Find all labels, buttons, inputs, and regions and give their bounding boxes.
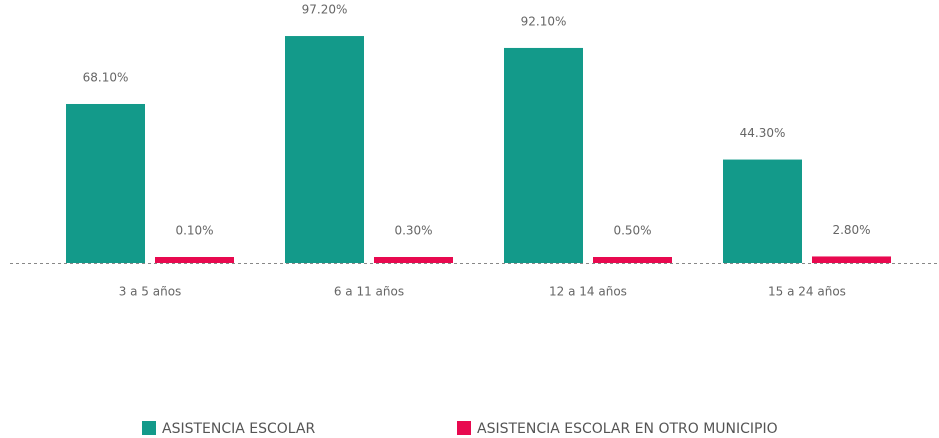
legend-label: ASISTENCIA ESCOLAR EN OTRO MUNICIPIO xyxy=(477,421,778,437)
value-label: 92.10% xyxy=(521,14,567,28)
bar xyxy=(155,257,234,263)
value-label: 2.80% xyxy=(832,223,870,237)
bar xyxy=(66,103,145,263)
bar xyxy=(593,257,672,263)
value-label: 97.20% xyxy=(302,3,348,17)
x-tick-label: 15 a 24 años xyxy=(768,285,846,299)
value-label: 0.10% xyxy=(175,224,213,238)
x-tick-label: 6 a 11 años xyxy=(334,285,404,299)
value-label: 0.50% xyxy=(613,224,651,238)
x-tick-label: 12 a 14 años xyxy=(549,285,627,299)
bar xyxy=(504,47,583,263)
value-label: 0.30% xyxy=(394,224,432,238)
bar xyxy=(812,256,891,263)
legend-swatch xyxy=(457,421,471,435)
bar xyxy=(285,36,364,264)
x-tick-label: 3 a 5 años xyxy=(119,285,182,299)
bar xyxy=(723,159,802,263)
bar xyxy=(374,257,453,263)
value-label: 68.10% xyxy=(83,70,129,84)
legend-label: ASISTENCIA ESCOLAR xyxy=(162,421,316,437)
legend-swatch xyxy=(142,421,156,435)
value-label: 44.30% xyxy=(740,126,786,140)
